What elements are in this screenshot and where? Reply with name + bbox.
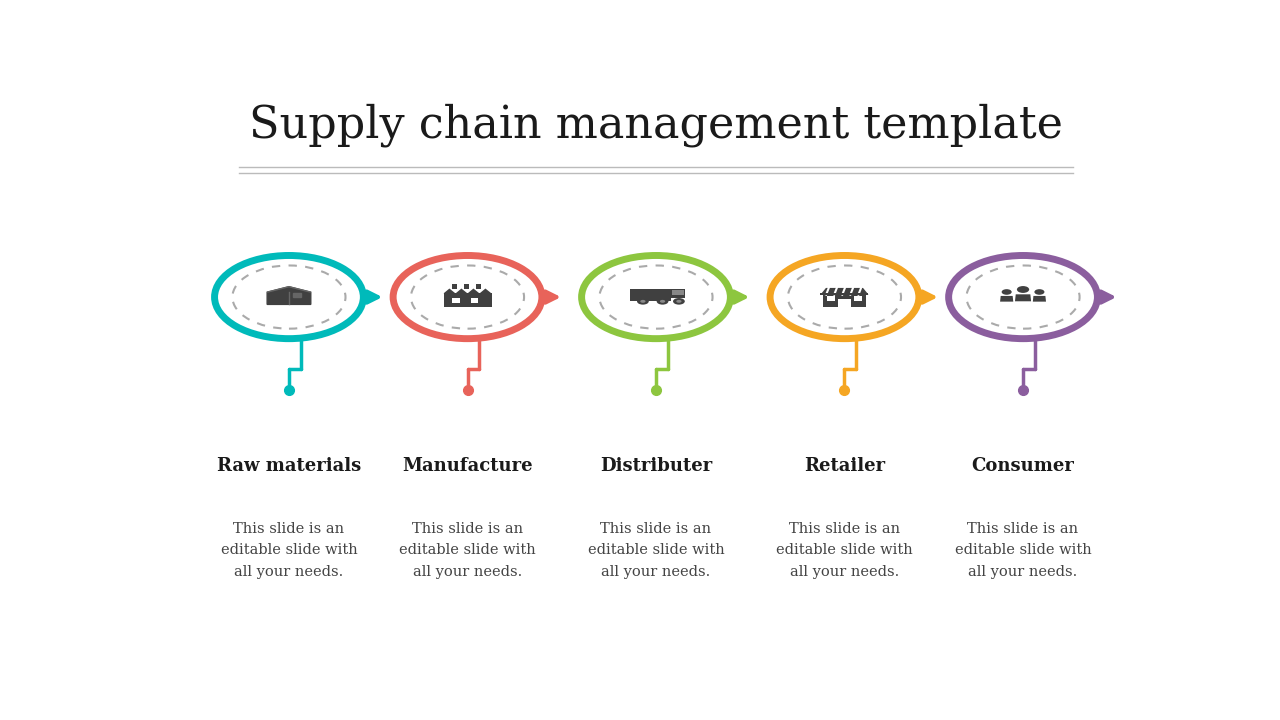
Circle shape (1016, 286, 1029, 293)
Polygon shape (443, 289, 492, 294)
Polygon shape (452, 284, 457, 289)
Circle shape (637, 298, 649, 305)
Text: Consumer: Consumer (972, 457, 1074, 475)
Circle shape (660, 300, 666, 303)
Text: This slide is an
editable slide with
all your needs.: This slide is an editable slide with all… (776, 521, 913, 579)
Polygon shape (630, 289, 671, 302)
Polygon shape (671, 289, 686, 298)
Polygon shape (476, 284, 481, 289)
Polygon shape (1015, 294, 1032, 301)
Circle shape (676, 300, 681, 303)
Circle shape (1034, 289, 1044, 294)
Text: Retailer: Retailer (804, 457, 884, 475)
Polygon shape (1000, 296, 1014, 302)
Polygon shape (820, 288, 869, 294)
Polygon shape (268, 287, 311, 305)
Polygon shape (854, 297, 863, 301)
Polygon shape (823, 293, 867, 307)
Text: Manufacture: Manufacture (402, 457, 532, 475)
Circle shape (657, 298, 668, 305)
Text: This slide is an
editable slide with
all your needs.: This slide is an editable slide with all… (588, 521, 724, 579)
Polygon shape (293, 294, 301, 297)
Text: Raw materials: Raw materials (216, 457, 361, 475)
Text: This slide is an
editable slide with
all your needs.: This slide is an editable slide with all… (220, 521, 357, 579)
Text: Supply chain management template: Supply chain management template (250, 104, 1062, 147)
Polygon shape (465, 284, 468, 289)
Circle shape (673, 298, 685, 305)
Text: This slide is an
editable slide with
all your needs.: This slide is an editable slide with all… (955, 521, 1092, 579)
Polygon shape (1033, 296, 1046, 302)
Polygon shape (838, 299, 851, 307)
Circle shape (640, 300, 645, 303)
Polygon shape (672, 290, 684, 295)
Circle shape (1002, 289, 1011, 294)
Text: Distributer: Distributer (600, 457, 712, 475)
Text: This slide is an
editable slide with
all your needs.: This slide is an editable slide with all… (399, 521, 536, 579)
Polygon shape (452, 298, 460, 303)
Polygon shape (820, 293, 869, 294)
Polygon shape (827, 297, 836, 301)
Polygon shape (471, 298, 479, 303)
Polygon shape (443, 294, 492, 307)
